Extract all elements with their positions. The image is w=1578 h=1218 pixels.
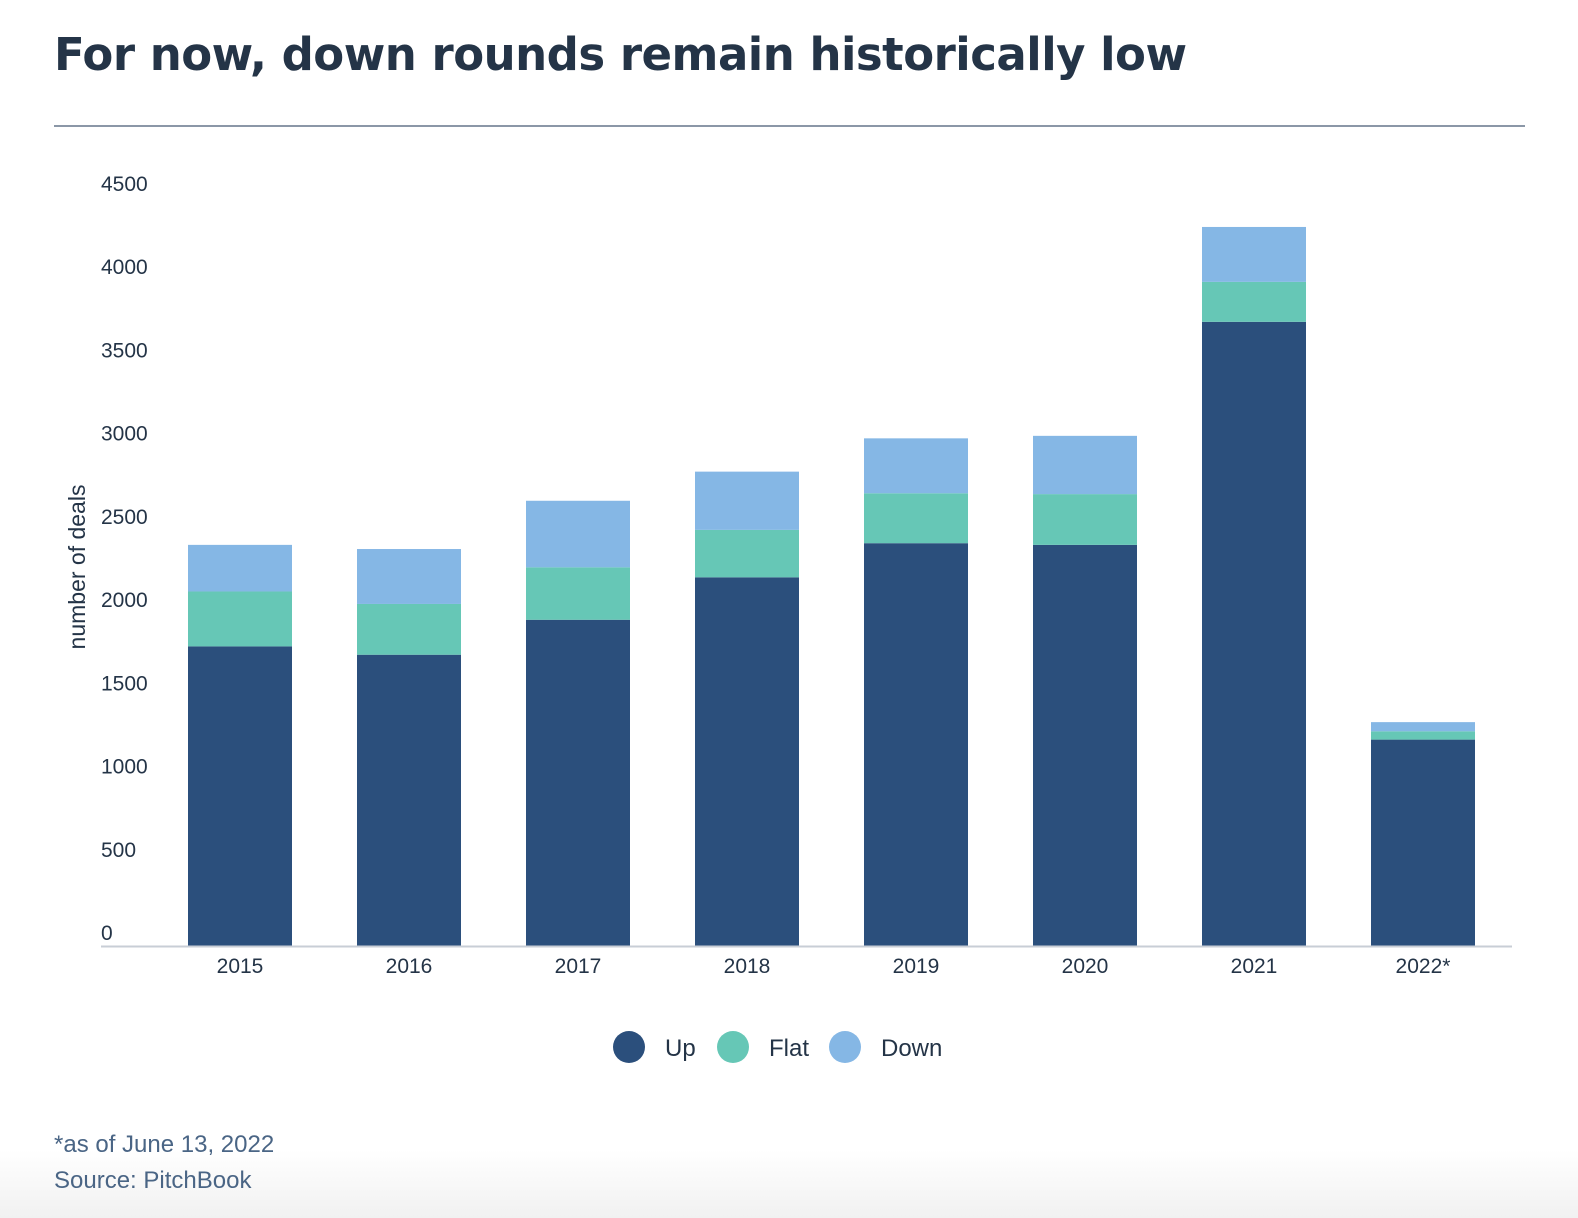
bar-flat-2020 bbox=[1033, 494, 1137, 545]
bar-down-2016 bbox=[357, 549, 461, 604]
bar-flat-2017 bbox=[526, 567, 630, 620]
x-tick-label: 2015 bbox=[217, 955, 264, 978]
y-axis-label: number of deals bbox=[64, 485, 90, 650]
x-tick-label: 2022* bbox=[1396, 955, 1451, 978]
y-tick-label: 3000 bbox=[101, 423, 148, 446]
bar-up-2019 bbox=[864, 543, 968, 946]
bar-flat-2019 bbox=[864, 493, 968, 544]
chart-title: For now, down rounds remain historically… bbox=[54, 28, 1187, 81]
bar-flat-2015 bbox=[188, 591, 292, 647]
bar-down-2017 bbox=[526, 500, 630, 568]
y-tick-label: 4500 bbox=[101, 173, 148, 196]
bar-flat-2022 bbox=[1371, 731, 1475, 740]
bar-flat-2021 bbox=[1202, 281, 1306, 322]
footnote: *as of June 13, 2022 bbox=[54, 1131, 275, 1158]
legend-label-down: Down bbox=[881, 1035, 942, 1062]
legend-label-up: Up bbox=[665, 1035, 696, 1062]
x-tick-label: 2021 bbox=[1231, 955, 1278, 978]
y-tick-label: 2500 bbox=[101, 506, 148, 529]
title-divider bbox=[54, 125, 1525, 127]
bar-up-2020 bbox=[1033, 544, 1137, 946]
x-tick-label: 2020 bbox=[1062, 955, 1109, 978]
source-note: Source: PitchBook bbox=[54, 1167, 252, 1194]
y-tick-label: 2000 bbox=[101, 589, 148, 612]
bar-down-2020 bbox=[1033, 435, 1137, 495]
x-tick-label: 2016 bbox=[386, 955, 433, 978]
x-tick-label: 2019 bbox=[893, 955, 940, 978]
y-tick-label: 4000 bbox=[101, 256, 148, 279]
y-tick-label: 3500 bbox=[101, 339, 148, 362]
bar-up-2021 bbox=[1202, 321, 1306, 946]
y-tick-label: 0 bbox=[101, 922, 113, 945]
x-tick-label: 2017 bbox=[555, 955, 602, 978]
bar-flat-2016 bbox=[357, 603, 461, 655]
bar-down-2015 bbox=[188, 544, 292, 592]
legend-swatch-up bbox=[613, 1031, 645, 1063]
bar-up-2022 bbox=[1371, 739, 1475, 946]
bar-up-2016 bbox=[357, 654, 461, 946]
bar-up-2017 bbox=[526, 619, 630, 946]
bar-up-2015 bbox=[188, 646, 292, 946]
legend-swatch-down bbox=[829, 1031, 861, 1063]
bar-down-2021 bbox=[1202, 226, 1306, 282]
y-tick-label: 500 bbox=[101, 839, 136, 862]
y-tick-label: 1500 bbox=[101, 672, 148, 695]
y-tick-label: 1000 bbox=[101, 756, 148, 779]
bar-up-2018 bbox=[695, 577, 799, 946]
bar-down-2019 bbox=[864, 438, 968, 494]
x-tick-label: 2018 bbox=[724, 955, 771, 978]
bar-flat-2018 bbox=[695, 529, 799, 578]
legend-swatch-flat bbox=[717, 1031, 749, 1063]
bar-down-2022 bbox=[1371, 722, 1475, 732]
bar-down-2018 bbox=[695, 471, 799, 530]
legend-label-flat: Flat bbox=[769, 1035, 809, 1062]
